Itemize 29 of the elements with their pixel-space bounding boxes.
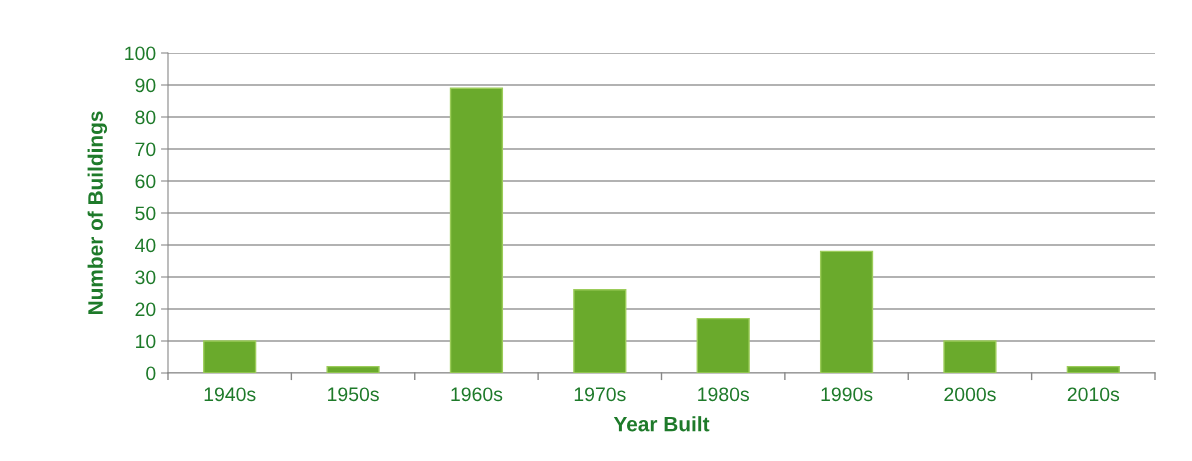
y-axis-title: Number of Buildings: [87, 111, 108, 315]
x-tick-label: 1950s: [328, 387, 379, 402]
x-tick-label: 1940s: [204, 387, 256, 402]
bar: [326, 365, 380, 373]
y-tick-label: 70: [135, 142, 156, 157]
y-tick-label: 40: [135, 238, 156, 253]
y-tick-label: 20: [135, 302, 156, 317]
bar: [573, 289, 627, 373]
bar: [819, 250, 874, 373]
x-tick-label: 1960s: [451, 387, 503, 402]
y-tick-label: 90: [135, 78, 156, 93]
bar: [1066, 365, 1120, 373]
y-tick-label: 50: [135, 206, 156, 221]
x-tick-label: 2010s: [1067, 387, 1120, 402]
y-tick-label: 10: [136, 334, 156, 349]
bar: [696, 317, 750, 373]
x-axis-title: Year Built: [613, 416, 710, 432]
y-tick-label: 60: [135, 174, 156, 189]
y-tick-label: 30: [135, 270, 156, 285]
y-tick-label: 100: [125, 46, 156, 61]
y-tick-label: 0: [146, 366, 156, 381]
x-tick-label: 1990s: [821, 387, 873, 402]
bar: [943, 340, 997, 373]
x-tick-label: 1980s: [698, 387, 749, 402]
x-tick-label: 1970s: [574, 387, 626, 402]
x-tick-label: 2000s: [944, 387, 996, 402]
bar: [449, 87, 504, 373]
bar: [203, 340, 257, 373]
y-tick-label: 80: [135, 110, 156, 125]
